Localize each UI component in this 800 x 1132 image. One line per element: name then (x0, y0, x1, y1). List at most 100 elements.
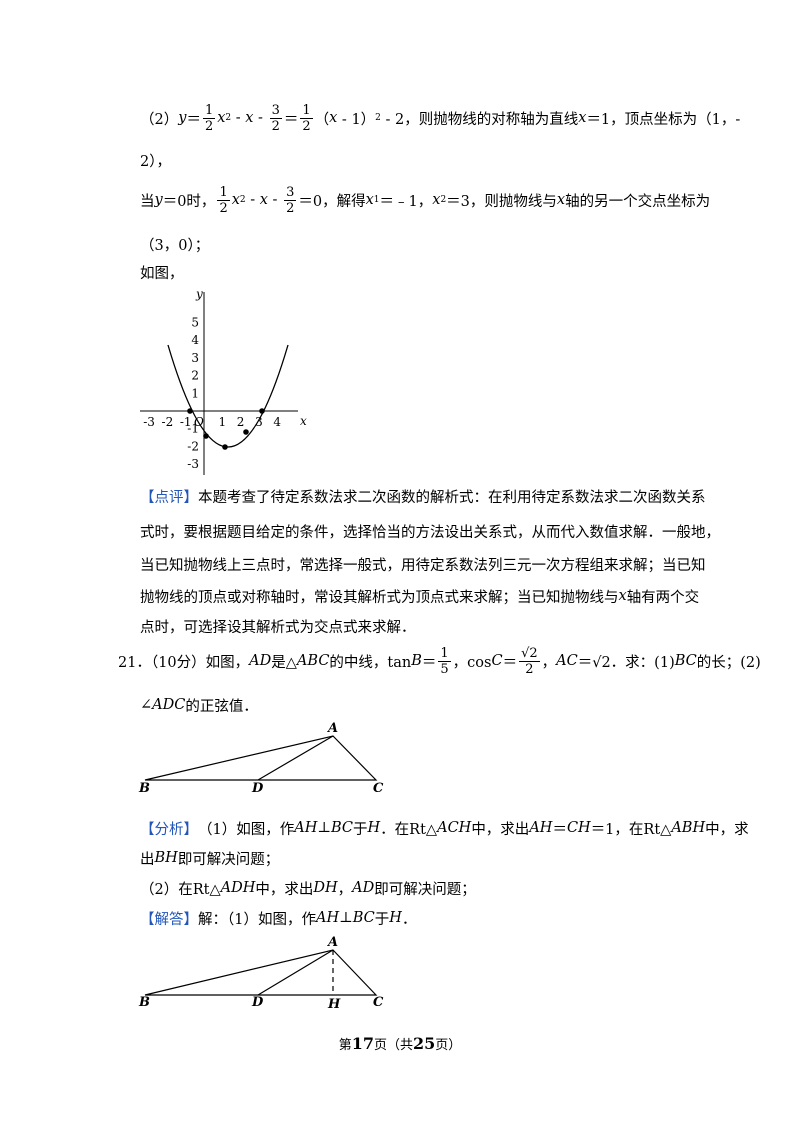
text: 当已知抛物线上三点时，常选择一般式，用待定系数法列三元一次方程组来求解；当已知 (140, 557, 706, 574)
text-line: 【分析】 （1）如图，作 AH ⊥ BC 于 H ．在Rt△ ACH 中，求出 AH ＝ CH ＝1，在R… (140, 808, 749, 848)
x-axis-label: x (300, 414, 307, 428)
text: 2）， (140, 153, 171, 170)
origin-label: O (194, 415, 204, 429)
text: ＝0，解得 (298, 193, 366, 210)
section-tag: 【解答】 (140, 911, 198, 928)
y-tick-label: -1 (187, 422, 199, 436)
variable: H (389, 910, 402, 926)
text: （1）如图，作 (198, 821, 295, 838)
text: - (267, 192, 283, 208)
numerator: 3 (284, 184, 297, 201)
variable: ABH (671, 820, 706, 836)
superscript: 2 (239, 195, 246, 205)
point (243, 429, 249, 435)
text: ＝1，顶点坐标为（1，- (586, 111, 741, 128)
text: ．在Rt△ (380, 821, 438, 838)
variable: x (217, 110, 226, 126)
text: 解：（1）如图，作 (198, 911, 316, 928)
text-line: （2） y ＝ 1 2 x 2 - x - 3 2 ＝ 1 2 （x - 1） 2 - 2，则抛物线的对… (140, 98, 740, 138)
variable: AH (315, 910, 340, 926)
text-line: 出 BH 即可解决问题； (140, 838, 279, 878)
point-label: B (138, 781, 150, 796)
text: 页） (435, 1037, 462, 1053)
variable: ACH (437, 820, 472, 836)
denominator: 5 (440, 661, 449, 677)
text: ∠ (140, 697, 153, 713)
variable: x (231, 192, 240, 208)
subscript: 2 (440, 195, 447, 205)
median (257, 735, 334, 781)
point (187, 408, 193, 414)
denominator: 2 (204, 118, 214, 134)
numerator: 1 (217, 184, 230, 201)
text: 于 (353, 821, 368, 838)
y-tick-label: 4 (191, 333, 199, 347)
text-line: 【点评】 本题考查了待定系数法求二次函数的解析式：在利用待定系数法求二次函数关系 (140, 476, 706, 516)
text: ． (401, 911, 417, 928)
text: 如图， (140, 265, 184, 282)
denominator: 2 (525, 661, 534, 677)
variable: x (329, 110, 338, 126)
denominator: 2 (271, 118, 280, 134)
text: 中，求出 (471, 821, 530, 838)
denominator: 2 (286, 200, 295, 216)
triangle (144, 949, 378, 996)
x-tick-label: 2 (237, 415, 245, 429)
text: - 2，则抛物线的对称轴为直线 (380, 111, 579, 128)
text: 页（共 (373, 1037, 413, 1053)
text: 的中线，tan (329, 654, 412, 671)
text: 中，求 (705, 821, 749, 838)
point-label: D (251, 995, 264, 1010)
variable: x (618, 588, 627, 604)
x-tick-label: -3 (143, 415, 155, 429)
point-label: H (327, 997, 341, 1012)
x-tick-label: -2 (162, 415, 174, 429)
section-tag: 【点评】 (140, 489, 198, 506)
parabola (167, 344, 289, 448)
variable: AD (249, 653, 272, 669)
y-tick-label: 5 (191, 316, 199, 330)
variable: y (178, 110, 187, 126)
y-tick-label: 2 (191, 369, 199, 383)
text: （2）在Rt△ (140, 881, 221, 898)
text-line: ∠ ADC 的正弦值． (140, 685, 258, 725)
variable: ADC (152, 697, 186, 713)
variable: AH (529, 820, 553, 836)
y-tick-label: 3 (191, 351, 199, 365)
point (259, 408, 265, 414)
page-number: 25 (413, 1033, 436, 1053)
text: 点时，可选择设其解析式为交点式来求解． (140, 619, 416, 636)
text: 第 (338, 1037, 352, 1053)
variable: x (556, 192, 566, 208)
triangle-1 (144, 735, 378, 781)
median (257, 949, 334, 996)
point-label: C (373, 781, 384, 796)
text: 即可解决问题； (374, 881, 476, 898)
text: 即可解决问题； (177, 851, 280, 868)
text-line: （3，0）； (140, 224, 209, 264)
variable: x (432, 192, 441, 208)
text: 轴有两个交 (626, 589, 700, 606)
variable: DH (313, 880, 338, 896)
text-line: 2）， (140, 140, 171, 180)
text: ＝ (186, 111, 201, 128)
page-number: 17 (351, 1033, 374, 1053)
text: - (245, 192, 260, 208)
variable: H (367, 820, 381, 836)
fraction: √2 2 (519, 646, 540, 677)
variable: ADH (220, 880, 256, 896)
variable: B (411, 653, 422, 669)
text: （ (314, 111, 330, 128)
text: （2） (140, 111, 179, 128)
text-line: 21．（10分）如图， AD 是△ ABC 的中线，tan B ＝ 1 5 ，cos C ＝ √2 2， A… (118, 641, 761, 681)
numerator: 1 (202, 102, 216, 119)
variable: x (259, 192, 268, 208)
x-tick-label: -1 (180, 415, 192, 429)
text: ＝3，则抛物线与 (446, 193, 557, 210)
variable: BC (331, 820, 354, 836)
variable: BC (352, 910, 375, 926)
variable: x (245, 110, 254, 126)
